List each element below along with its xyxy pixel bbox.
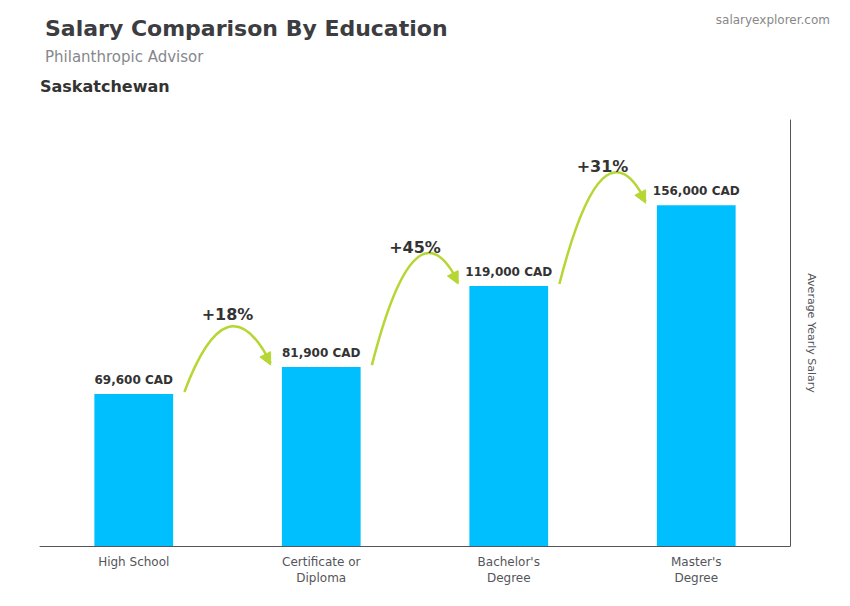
svg-text:Master's: Master's xyxy=(671,555,722,569)
svg-text:High School: High School xyxy=(98,555,169,569)
svg-text:+18%: +18% xyxy=(202,305,254,324)
svg-text:Saskatchewan: Saskatchewan xyxy=(40,77,170,96)
svg-text:Bachelor's: Bachelor's xyxy=(478,555,540,569)
svg-text:Average Yearly Salary: Average Yearly Salary xyxy=(805,273,818,393)
svg-text:Philanthropic Advisor: Philanthropic Advisor xyxy=(45,48,204,66)
svg-text:69,600 CAD: 69,600 CAD xyxy=(94,373,173,387)
svg-text:Degree: Degree xyxy=(487,571,531,585)
svg-text:+45%: +45% xyxy=(389,238,441,257)
svg-text:Diploma: Diploma xyxy=(296,571,346,585)
svg-text:81,900 CAD: 81,900 CAD xyxy=(282,346,361,360)
svg-text:156,000 CAD: 156,000 CAD xyxy=(653,184,740,198)
svg-text:Salary Comparison By Education: Salary Comparison By Education xyxy=(45,16,448,41)
svg-text:Certificate or: Certificate or xyxy=(282,555,360,569)
svg-text:salaryexplorer.com: salaryexplorer.com xyxy=(716,13,830,27)
svg-text:119,000 CAD: 119,000 CAD xyxy=(465,265,552,279)
svg-text:+31%: +31% xyxy=(577,157,629,176)
svg-text:Degree: Degree xyxy=(674,571,718,585)
